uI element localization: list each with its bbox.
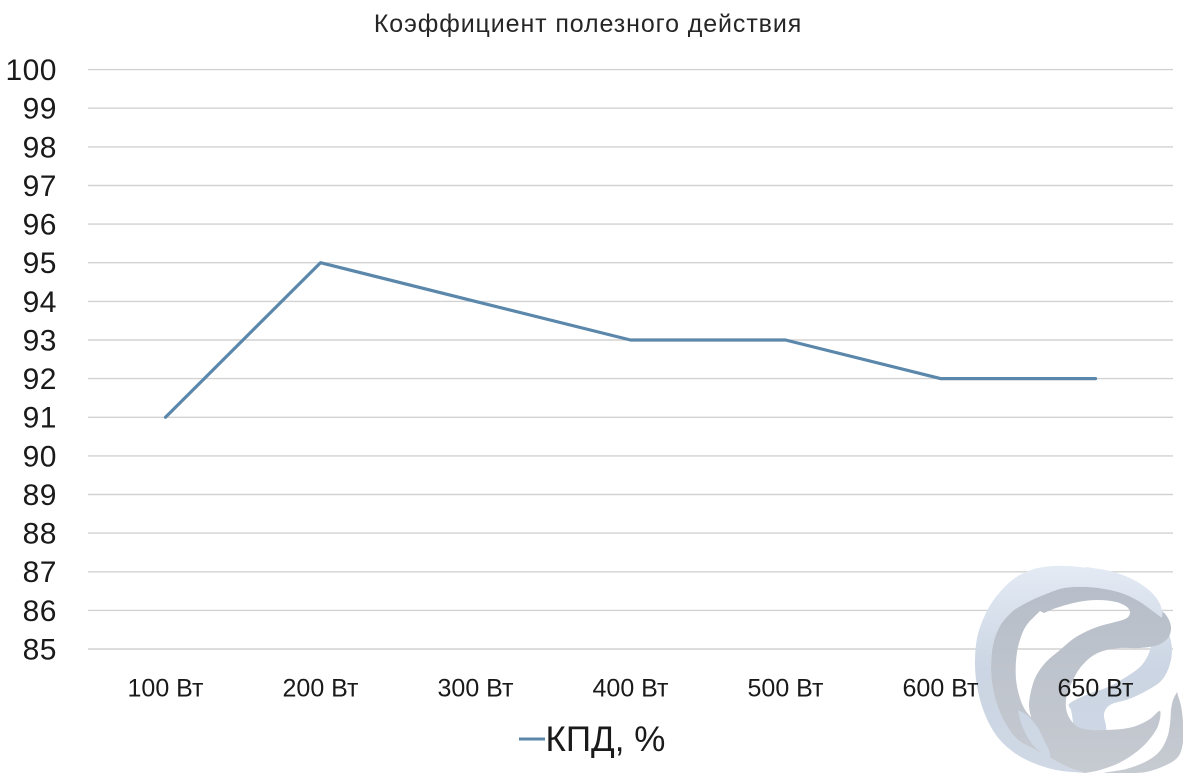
svg-text:200 Вт: 200 Вт [283,675,360,703]
svg-text:98: 98 [23,131,57,164]
svg-text:400 Вт: 400 Вт [593,675,670,703]
svg-text:87: 87 [23,556,57,589]
svg-text:500 Вт: 500 Вт [748,675,825,703]
svg-text:КПД, %: КПД, % [546,720,666,759]
svg-text:92: 92 [23,363,57,396]
svg-text:96: 96 [23,209,57,242]
svg-text:Коэффициент полезного действия: Коэффициент полезного действия [374,10,802,38]
svg-text:650 Вт: 650 Вт [1058,675,1135,703]
svg-text:85: 85 [23,633,57,666]
svg-text:100 Вт: 100 Вт [128,675,205,703]
svg-text:90: 90 [23,440,57,473]
svg-text:100: 100 [5,54,57,87]
svg-text:94: 94 [23,286,57,319]
svg-text:91: 91 [23,402,57,435]
svg-text:99: 99 [23,93,57,126]
svg-text:97: 97 [23,170,57,203]
svg-text:93: 93 [23,324,57,357]
svg-text:86: 86 [23,595,57,628]
svg-text:88: 88 [23,518,57,551]
svg-text:95: 95 [23,247,57,280]
svg-text:600 Вт: 600 Вт [903,675,980,703]
svg-text:89: 89 [23,479,57,512]
svg-text:300 Вт: 300 Вт [438,675,515,703]
